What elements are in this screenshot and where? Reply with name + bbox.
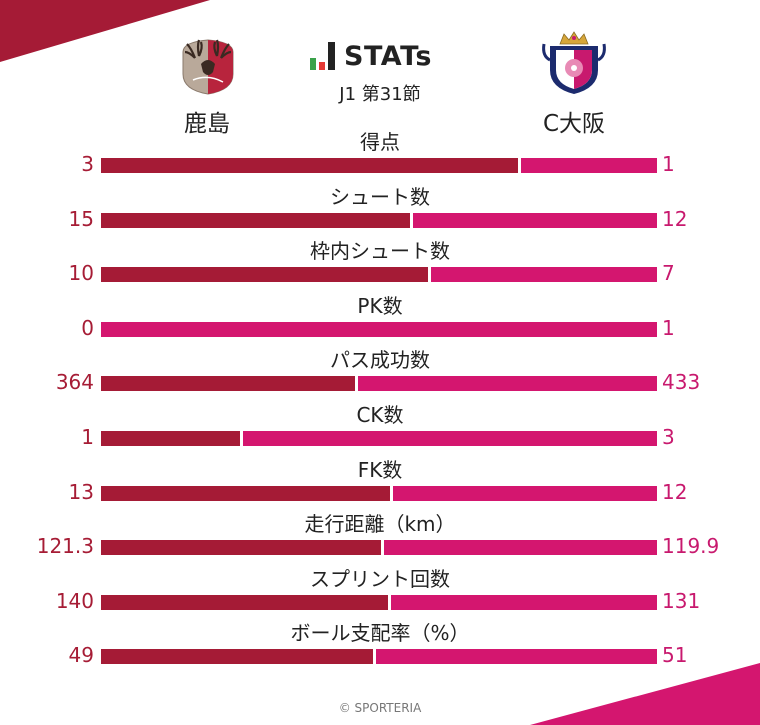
away-bar-segment: [376, 649, 657, 665]
stat-row: 走行距離（km） 121.3 119.9: [0, 502, 760, 559]
away-value: 12: [662, 479, 688, 504]
away-value: 51: [662, 643, 688, 668]
stat-label: CK数: [356, 403, 404, 427]
home-bar-segment: [101, 212, 410, 228]
copyright-footer: © SPORTERIA: [338, 701, 422, 715]
stat-row: PK数 0 1: [0, 284, 760, 340]
stat-label: シュート数: [330, 184, 430, 209]
home-bar-segment: [101, 649, 374, 665]
stat-bar: [101, 594, 657, 610]
away-bar-segment: [357, 376, 657, 392]
stat-row: FK数 13 12: [0, 448, 760, 504]
away-bar-segment: [391, 594, 657, 610]
home-value: 13: [68, 479, 94, 504]
away-bar-segment: [101, 321, 657, 337]
away-bar-segment: [431, 267, 657, 283]
stat-row: 枠内シュート数 10 7: [0, 229, 760, 286]
antlers-emblem-icon: [182, 39, 234, 95]
bar-divider: [428, 267, 432, 283]
bar-divider: [518, 158, 521, 173]
away-value: 12: [662, 206, 688, 231]
home-value: 15: [68, 206, 94, 231]
stat-bar: [101, 649, 657, 665]
stat-bar: [101, 540, 657, 556]
away-value: 1: [662, 152, 675, 176]
bar-divider: [388, 594, 392, 610]
away-value: 433: [662, 370, 701, 395]
stat-row: 得点 3 1: [0, 120, 760, 176]
home-bar-segment: [101, 158, 518, 173]
bar-divider: [390, 485, 394, 501]
home-value: 140: [55, 588, 94, 613]
bar-divider: [240, 431, 243, 446]
stat-row: CK数 1 3: [0, 393, 760, 449]
home-bar-segment: [101, 594, 389, 610]
stat-label: 走行距離（km）: [304, 512, 456, 537]
home-value: 0: [81, 315, 94, 340]
stat-label: PK数: [357, 293, 403, 318]
stat-bar: [101, 321, 657, 337]
bar-divider: [380, 540, 384, 556]
stat-bar: [101, 485, 657, 501]
bar-divider: [409, 212, 413, 228]
stat-row: シュート数 15 12: [0, 175, 760, 231]
home-bar-segment: [101, 431, 240, 446]
home-value: 10: [68, 261, 94, 286]
away-bar-segment: [243, 431, 657, 446]
home-bar-segment: [101, 540, 381, 556]
match-round: J1 第31節: [339, 84, 421, 105]
home-value: 49: [68, 643, 94, 668]
bar-divider: [373, 649, 377, 665]
stat-row: スプリント回数 140 131: [0, 557, 760, 613]
stat-bar: [101, 158, 657, 173]
home-value: 3: [81, 152, 94, 176]
away-value: 1: [662, 315, 675, 340]
away-value: 3: [662, 425, 675, 449]
stat-label: ボール支配率（%）: [290, 621, 470, 646]
home-value: 121.3: [36, 534, 94, 559]
stat-label: スプリント回数: [310, 566, 450, 591]
header: STATs J1 第31節 鹿島 C大阪: [0, 0, 760, 140]
away-value: 131: [662, 588, 701, 613]
stat-label: 得点: [360, 130, 400, 154]
away-value: 7: [662, 261, 675, 286]
bar-divider: [354, 376, 358, 392]
away-bar-segment: [393, 485, 657, 501]
corner-decoration-bottom-right: [530, 663, 760, 725]
stat-row: ボール支配率（%） 49 51: [0, 611, 760, 668]
away-bar-segment: [521, 158, 657, 173]
home-value: 364: [55, 370, 94, 395]
brand: STATs: [310, 38, 432, 74]
stat-label: 枠内シュート数: [310, 239, 450, 264]
stat-label: パス成功数: [330, 348, 430, 373]
home-team-name: 鹿島: [184, 111, 230, 137]
corner-decoration-top-left: [0, 0, 210, 62]
away-value: 119.9: [662, 534, 720, 559]
away-bar-segment: [383, 540, 657, 556]
cerezo-emblem-icon: [542, 31, 606, 94]
brand-title: STATs: [344, 40, 432, 72]
stats-logo-icon: [310, 42, 335, 70]
stat-bar: [101, 267, 657, 283]
home-bar-segment: [101, 485, 391, 501]
stat-bar: [101, 431, 657, 446]
stat-row: パス成功数 364 433: [0, 338, 760, 395]
home-bar-segment: [101, 376, 355, 392]
stat-label: FK数: [357, 457, 403, 482]
stat-bar: [101, 376, 657, 392]
home-bar-segment: [101, 267, 429, 283]
stat-bar: [101, 212, 657, 228]
away-team-name: C大阪: [542, 111, 606, 137]
away-bar-segment: [412, 212, 657, 228]
home-value: 1: [81, 425, 94, 449]
